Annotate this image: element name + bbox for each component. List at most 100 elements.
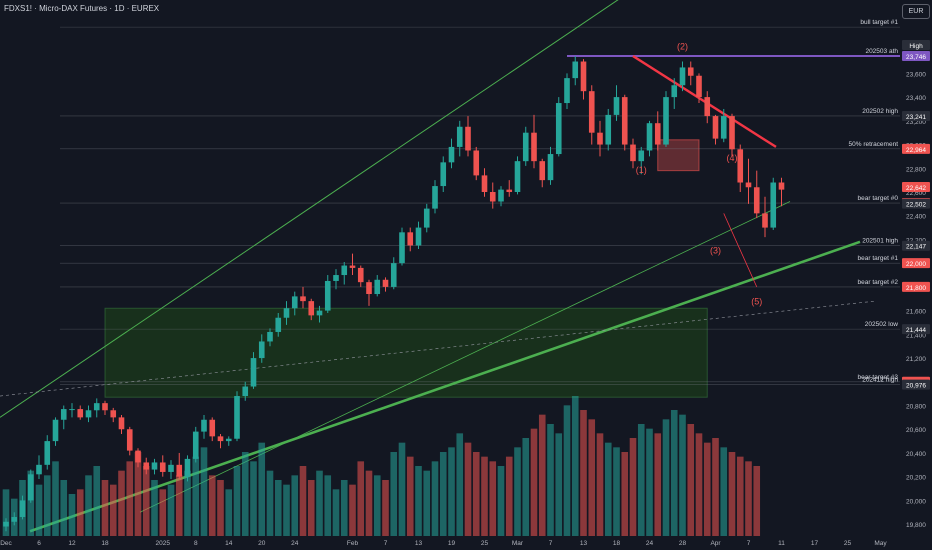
volume-bar: [489, 461, 497, 536]
candle: [69, 409, 75, 411]
candle: [324, 280, 331, 311]
volume-bar: [629, 438, 637, 536]
candle: [341, 265, 348, 276]
candle: [448, 146, 455, 163]
x-tick-label: 13: [580, 540, 588, 547]
candle: [357, 267, 364, 283]
volume-bar: [307, 480, 315, 536]
volume-bar: [357, 461, 365, 536]
x-tick-label: 11: [778, 540, 785, 547]
currency-button[interactable]: EUR: [902, 4, 930, 19]
volume-bar: [118, 470, 125, 536]
volume-bar: [373, 475, 381, 536]
candle: [60, 409, 67, 420]
candle: [514, 161, 521, 192]
volume-bar: [142, 466, 150, 536]
volume-bar: [637, 424, 645, 536]
candle: [333, 275, 339, 281]
candle: [225, 438, 232, 442]
x-tick-label: 7: [549, 540, 553, 547]
candle: [382, 279, 389, 287]
candle: [3, 521, 9, 527]
x-tick-label: Dec: [0, 540, 12, 547]
y-tick-label: 23,400: [906, 95, 926, 102]
volume-bar: [250, 461, 257, 536]
volume-bar: [621, 452, 629, 536]
y-tick-label: 20,800: [906, 404, 926, 411]
level-label: 50% retracement: [849, 141, 899, 148]
candle: [135, 450, 141, 463]
candle: [729, 116, 735, 150]
y-tick-label: 21,600: [906, 309, 926, 316]
volume-bar: [646, 428, 653, 536]
volume-bar: [93, 466, 101, 536]
level-label: 202412 high: [862, 377, 898, 384]
candle: [498, 189, 504, 202]
x-tick-label: 24: [646, 540, 654, 547]
candle: [415, 227, 422, 246]
level-label: bear target #0: [858, 195, 899, 202]
volume-bar: [159, 489, 167, 536]
volume-bar: [340, 480, 348, 536]
level-label: 202502 low: [865, 321, 899, 328]
candle: [696, 75, 702, 98]
volume-bar: [439, 452, 447, 536]
candle: [522, 132, 529, 162]
candle: [588, 91, 595, 133]
candle: [192, 431, 199, 459]
volume-bar: [571, 396, 579, 536]
volume-bar: [423, 470, 431, 536]
candle: [126, 429, 133, 451]
x-tick-label: 2025: [156, 540, 171, 547]
volume-bar: [332, 489, 340, 536]
x-tick-label: 24: [291, 540, 299, 547]
price-tag-label-bg: [902, 40, 930, 51]
candle: [613, 97, 620, 115]
candle: [506, 189, 513, 192]
candle: [555, 103, 562, 155]
candle: [630, 144, 636, 162]
volume-bar: [505, 456, 513, 536]
candle: [184, 458, 191, 477]
volume-bar: [85, 475, 92, 536]
candle: [663, 97, 669, 145]
volume-bar: [753, 466, 761, 536]
volume-bar: [538, 414, 546, 536]
volume-bar: [514, 447, 521, 536]
volume-bar: [604, 442, 612, 536]
wave-label: (1): [636, 165, 647, 175]
candle: [258, 341, 265, 359]
y-tick-label: 20,600: [906, 427, 926, 434]
price-tag: [902, 379, 930, 390]
volume-bar: [27, 470, 35, 536]
volume-bar: [274, 480, 282, 536]
candle: [762, 213, 768, 228]
wave-label: (4): [727, 153, 738, 163]
candle: [770, 182, 777, 228]
candle: [597, 132, 603, 145]
candle: [36, 464, 42, 475]
candle: [85, 410, 92, 418]
x-tick-label: 18: [101, 540, 109, 547]
price-tag: [902, 51, 930, 62]
price-tag: [902, 281, 930, 292]
candle: [159, 462, 166, 472]
candle: [432, 186, 438, 209]
candle: [250, 358, 257, 387]
candle: [316, 310, 323, 316]
price-tag-value: 21,800: [906, 285, 926, 292]
upper-channel-line: [0, 0, 619, 418]
volume-bar: [52, 461, 59, 536]
volume-bar: [390, 452, 398, 536]
price-tag: [902, 143, 930, 154]
candle: [275, 317, 282, 332]
volume-bar: [481, 456, 488, 536]
volume-bar: [398, 442, 406, 536]
level-label: 202503 ath: [865, 48, 898, 55]
volume-bar: [382, 480, 389, 536]
candle: [531, 132, 537, 162]
volume-bar: [225, 489, 233, 536]
candle: [209, 419, 216, 437]
volume-bar: [266, 470, 274, 536]
